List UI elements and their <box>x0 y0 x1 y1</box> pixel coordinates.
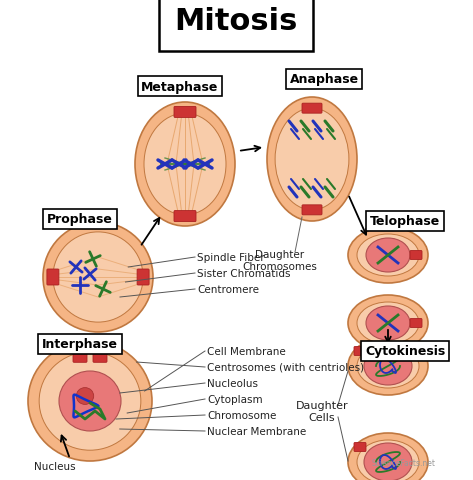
FancyBboxPatch shape <box>410 251 422 260</box>
Ellipse shape <box>267 98 357 222</box>
Text: ScienceFacts.net: ScienceFacts.net <box>371 458 435 467</box>
Ellipse shape <box>364 347 412 385</box>
Ellipse shape <box>53 232 143 323</box>
Text: Prophase: Prophase <box>47 213 113 226</box>
Ellipse shape <box>348 337 428 395</box>
Text: Daughter
Chromosomes: Daughter Chromosomes <box>243 250 317 271</box>
Ellipse shape <box>357 302 419 344</box>
FancyBboxPatch shape <box>93 354 107 362</box>
Ellipse shape <box>59 371 121 431</box>
Text: Nucleolus: Nucleolus <box>207 378 258 388</box>
FancyBboxPatch shape <box>174 211 196 222</box>
FancyBboxPatch shape <box>354 347 366 356</box>
FancyBboxPatch shape <box>174 107 196 118</box>
Ellipse shape <box>366 239 410 273</box>
Text: Metaphase: Metaphase <box>141 80 219 93</box>
Text: Anaphase: Anaphase <box>289 73 359 86</box>
Ellipse shape <box>39 352 141 450</box>
Text: Chromosome: Chromosome <box>207 410 276 420</box>
FancyBboxPatch shape <box>302 205 322 216</box>
Text: Daughter
Cells: Daughter Cells <box>296 400 348 422</box>
Text: Centrosomes (with centrioles): Centrosomes (with centrioles) <box>207 362 364 372</box>
Text: Sister Chromatids: Sister Chromatids <box>197 268 290 278</box>
Text: Nuclear Membrane: Nuclear Membrane <box>207 426 306 436</box>
Text: Spindle Fiber: Spindle Fiber <box>197 252 264 263</box>
FancyBboxPatch shape <box>302 104 322 114</box>
Ellipse shape <box>357 440 419 480</box>
Ellipse shape <box>348 433 428 480</box>
Text: Cell Membrane: Cell Membrane <box>207 346 286 356</box>
Text: Cytokinesis: Cytokinesis <box>365 345 445 358</box>
Ellipse shape <box>357 235 419 276</box>
Text: Nucleus: Nucleus <box>34 461 76 471</box>
Text: Telophase: Telophase <box>370 215 440 228</box>
Ellipse shape <box>364 443 412 480</box>
Ellipse shape <box>43 223 153 332</box>
Ellipse shape <box>144 114 226 216</box>
FancyBboxPatch shape <box>73 354 87 362</box>
FancyBboxPatch shape <box>410 319 422 328</box>
Ellipse shape <box>275 109 349 210</box>
Text: Centromere: Centromere <box>197 285 259 294</box>
Ellipse shape <box>357 344 419 388</box>
Text: Cytoplasm: Cytoplasm <box>207 394 263 404</box>
FancyBboxPatch shape <box>47 269 59 286</box>
Ellipse shape <box>366 306 410 340</box>
Ellipse shape <box>135 103 235 227</box>
Ellipse shape <box>76 388 94 405</box>
Ellipse shape <box>28 341 152 461</box>
Text: Interphase: Interphase <box>42 338 118 351</box>
FancyBboxPatch shape <box>137 269 149 286</box>
Ellipse shape <box>348 228 428 283</box>
Text: Mitosis: Mitosis <box>175 8 298 36</box>
FancyBboxPatch shape <box>354 443 366 452</box>
Ellipse shape <box>348 295 428 351</box>
